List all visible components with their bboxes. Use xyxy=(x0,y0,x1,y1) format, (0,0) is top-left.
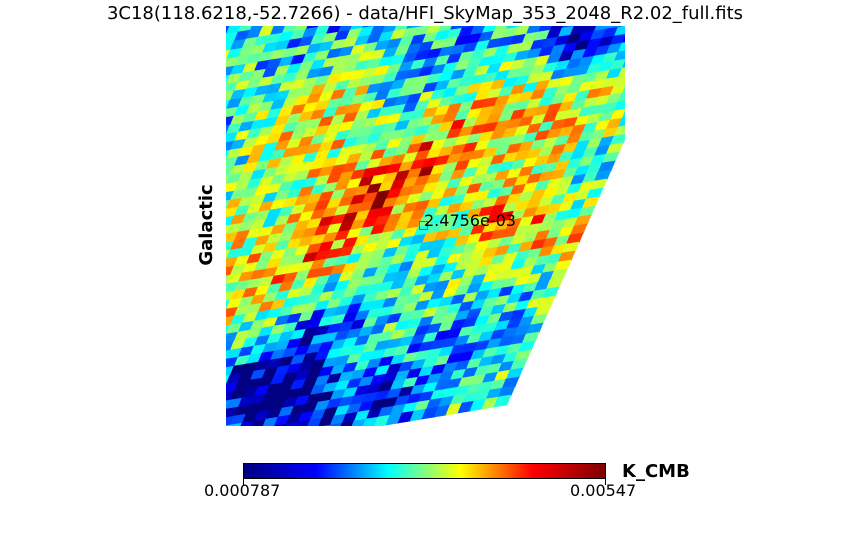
coordinate-system-label: Galactic xyxy=(195,184,217,266)
colorbar-unit-label: K_CMB xyxy=(622,461,690,482)
colorbar-min-tick xyxy=(243,479,244,485)
sky-pixel xyxy=(621,60,625,70)
marker-value-label: 2.4756e-03 xyxy=(424,211,516,230)
sky-pixel xyxy=(617,117,625,129)
colorbar-min-label: 0.000787 xyxy=(204,481,281,500)
sky-map-image[interactable] xyxy=(226,26,625,426)
colorbar xyxy=(243,463,606,479)
sky-pixel xyxy=(493,394,512,408)
sky-pixel xyxy=(617,67,625,79)
source-marker-box xyxy=(419,221,428,230)
sky-pixel xyxy=(617,92,625,104)
colorbar-max-tick xyxy=(605,479,606,485)
sky-pixel xyxy=(621,110,625,120)
sky-map-svg[interactable] xyxy=(226,26,625,426)
sky-pixel xyxy=(617,42,625,54)
plot-title: 3C18(118.6218,-52.7266) - data/HFI_SkyMa… xyxy=(106,3,744,24)
colorbar-max-label: 0.00547 xyxy=(570,481,637,500)
sky-pixel xyxy=(621,85,625,95)
sky-pixel xyxy=(621,35,625,45)
